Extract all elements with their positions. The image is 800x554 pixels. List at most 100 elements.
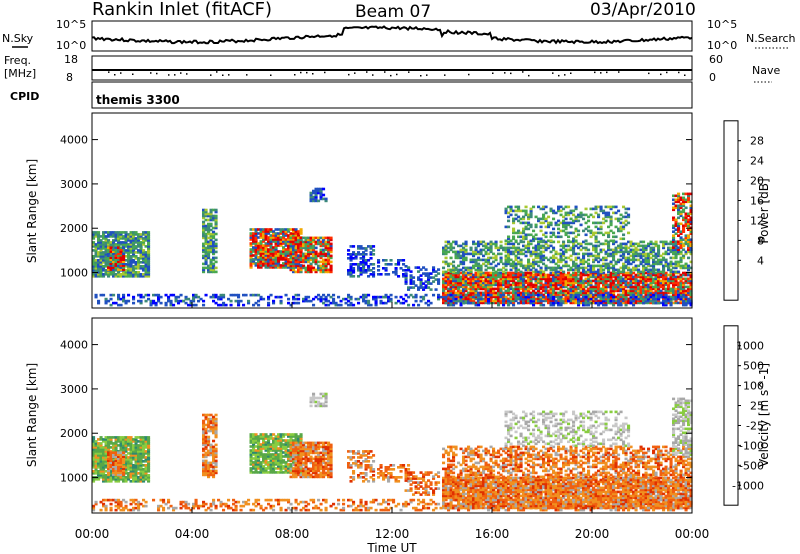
echo-cell [147,297,151,301]
echo-cell [482,287,486,291]
echo-cell [559,205,563,209]
echo-cell [144,299,148,303]
echo-cell [514,273,518,277]
echo-cell [597,244,601,248]
echo-cell [684,279,688,283]
echo-cell [127,253,131,256]
echo-cell [427,282,431,285]
echo-cell [412,286,416,289]
echo-cell [659,270,663,274]
echo-cell [484,271,488,275]
echo-cell [139,267,143,270]
echo-cell [544,242,548,246]
echo-cell [507,279,511,283]
echo-cell [619,242,623,246]
echo-cell [502,293,506,297]
echo-cell [262,252,266,255]
echo-cell [644,281,648,285]
echo-cell [549,287,553,291]
echo-cell [137,293,141,297]
freq-left-label: Freq. [4,54,31,67]
echo-cell [564,260,568,264]
echo-cell [559,283,563,287]
echo-cell [689,230,693,233]
echo-cell [594,250,598,254]
echo-cell [577,281,581,285]
echo-cell [429,288,433,291]
echo-cell [382,301,386,305]
echo-cell [559,273,563,277]
echo-cell [357,251,361,254]
echo-cell [124,249,128,252]
echo-cell [687,297,691,301]
nave-point [120,72,122,74]
echo-cell [567,231,571,235]
echo-cell [537,291,541,295]
echo-cell [202,210,206,214]
echo-cell [482,285,486,289]
echo-cell [649,289,653,293]
echo-cell [437,293,441,297]
echo-cell [599,273,603,277]
echo-cell [204,240,208,244]
echo-cell [662,256,666,260]
echo-cell [504,242,508,246]
echo-cell [372,295,376,299]
echo-cell [442,285,446,289]
echo-cell [617,260,621,264]
echo-cell [474,291,478,295]
echo-cell [322,252,326,256]
echo-cell [614,250,618,254]
echo-cell [444,277,448,281]
echo-cell [667,281,671,285]
echo-cell [214,232,218,236]
nave-point [390,74,392,77]
echo-cell [97,470,101,473]
echo-cell [582,287,586,291]
echo-cell [682,273,686,277]
echo-cell [209,236,213,240]
echo-cell [447,268,451,272]
echo-cell [647,258,651,262]
echo-cell [97,444,101,447]
echo-cell [609,281,613,285]
echo-cell [674,222,678,226]
echo-cell [642,285,646,289]
echo-cell [142,275,146,278]
echo-cell [534,279,538,283]
nave-point [186,73,188,75]
echo-cell [144,261,148,264]
echo-cell [284,293,288,297]
echo-cell [552,275,556,279]
echo-cell [472,277,476,281]
echo-cell [409,276,413,279]
echo-cell [374,295,378,299]
echo-cell [509,275,513,279]
echo-cell [457,264,461,268]
echo-cell [519,297,523,301]
echo-cell [527,279,531,283]
echo-cell [524,285,528,289]
echo-cell [682,281,686,285]
echo-cell [269,264,273,267]
echo-cell [674,242,678,245]
echo-cell [372,249,376,252]
echo-cell [509,291,513,295]
echo-cell [484,299,488,303]
echo-cell [317,297,321,301]
echo-cell [529,239,533,243]
echo-cell [592,215,596,219]
echo-cell [627,250,631,254]
echo-cell [522,217,526,221]
echo-cell [677,212,681,216]
echo-cell [132,245,136,248]
echo-cell [127,243,131,246]
echo-cell [669,250,673,254]
echo-cell [654,275,658,279]
echo-cell [134,263,138,266]
echo-cell [659,262,663,266]
echo-cell [637,295,641,299]
echo-cell [629,301,633,305]
echo-cell [629,270,633,274]
echo-cell [684,192,688,196]
